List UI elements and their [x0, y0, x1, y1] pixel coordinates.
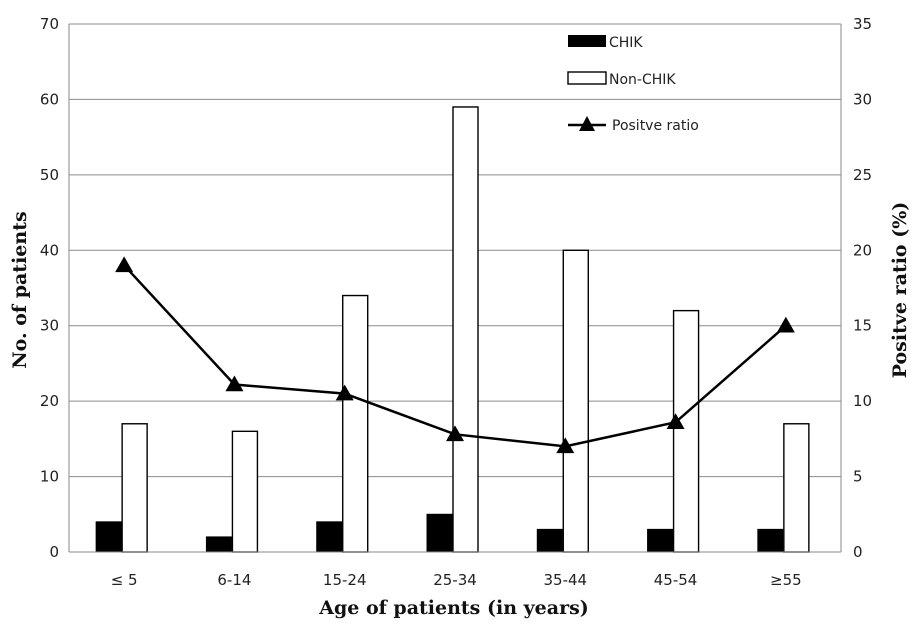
- bar-chik: [536, 528, 563, 553]
- y-tick-label: 0: [49, 543, 59, 561]
- y2-axis-title: Positve ratio (%): [889, 202, 911, 379]
- y2-tick-label: 30: [853, 90, 872, 108]
- bar-chik: [205, 536, 232, 553]
- ratio-marker: [335, 384, 354, 401]
- bar-non-chik: [562, 249, 589, 553]
- y-tick-label: 40: [40, 241, 59, 259]
- bar-chik: [316, 521, 343, 553]
- bars: [95, 106, 810, 553]
- y-tick-label: 10: [40, 468, 59, 486]
- legend-swatch-non-chik: [567, 71, 607, 85]
- y2-tick-label: 5: [853, 468, 863, 486]
- y2-tick-label: 25: [853, 166, 872, 184]
- bar-chik: [757, 528, 784, 553]
- ratio-marker: [666, 413, 685, 430]
- y2-tick-label: 10: [853, 392, 872, 410]
- x-tick-label: 45-54: [654, 571, 698, 589]
- legend-label-chik: CHIK: [609, 35, 643, 51]
- x-tick-label: 25-34: [433, 571, 477, 589]
- y2-tick-label: 20: [853, 241, 872, 259]
- y-tick-label: 70: [40, 15, 59, 33]
- legend-swatch-chik: [568, 35, 606, 47]
- tick-labels: 0 10 20 30 40 50 60 70 0 5 10 15 20 25 30 35 ≤ 5 6-14 15-2…: [40, 15, 872, 589]
- ratio-marker: [446, 425, 464, 442]
- bar-non-chik: [783, 423, 810, 553]
- bar-chik: [426, 513, 453, 553]
- y-tick-label: 50: [40, 166, 59, 184]
- bar-chik: [647, 528, 674, 553]
- x-tick-label: ≥55: [770, 571, 802, 589]
- x-tick-label: ≤ 5: [111, 571, 138, 589]
- bar-non-chik: [121, 423, 148, 553]
- bar-non-chik: [342, 294, 369, 553]
- y-axis-title: No. of patients: [9, 211, 31, 368]
- ratio-marker: [556, 437, 575, 454]
- bar-chik: [95, 521, 122, 553]
- legend-label-non-chik: Non-CHIK: [609, 72, 676, 88]
- x-tick-label: 35-44: [543, 571, 587, 589]
- legend-swatch-ratio-marker: [579, 116, 595, 131]
- ratio-marker: [225, 375, 244, 392]
- bar-non-chik: [672, 309, 700, 553]
- y-tick-label: 20: [40, 392, 59, 410]
- y2-tick-label: 15: [853, 317, 872, 335]
- y-tick-label: 60: [40, 90, 59, 108]
- legend: CHIK Non-CHIK Positve ratio: [567, 35, 699, 134]
- ratio-marker: [776, 316, 795, 333]
- x-tick-label: 6-14: [217, 571, 251, 589]
- bar-non-chik: [452, 106, 479, 553]
- x-axis-title: Age of patients (in years): [318, 597, 589, 619]
- axes: [68, 24, 842, 553]
- ratio-line-layer: [115, 256, 795, 454]
- y2-tick-label: 0: [853, 543, 863, 561]
- x-tick-label: 15-24: [323, 571, 367, 589]
- y2-tick-label: 35: [853, 15, 872, 33]
- ratio-marker: [115, 256, 134, 273]
- bar-non-chik: [231, 430, 259, 553]
- legend-label-ratio: Positve ratio: [612, 118, 699, 134]
- y-tick-label: 30: [40, 317, 59, 335]
